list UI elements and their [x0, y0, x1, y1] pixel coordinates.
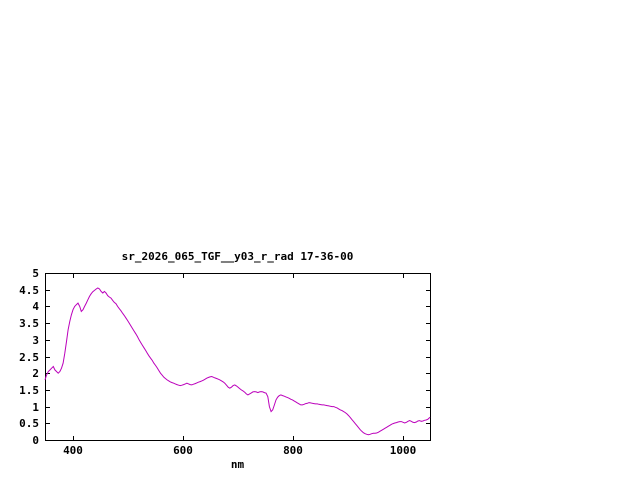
- y-tick-label: 4.5: [19, 284, 39, 297]
- x-axis-label: nm: [230, 458, 245, 471]
- y-tick-label: 3.5: [19, 317, 39, 330]
- y-tick-label: 2.5: [19, 351, 39, 364]
- x-tick-label: 800: [283, 444, 303, 457]
- y-tick-label: 3: [32, 334, 39, 347]
- chart-title: sr_2026_065_TGF__y03_r_rad 17-36-00: [121, 250, 354, 263]
- y-tick-label: 4: [32, 300, 39, 313]
- y-tick-label: 0: [32, 434, 39, 447]
- y-tick-label: 2: [32, 367, 39, 380]
- y-tick-label: 1: [32, 401, 39, 414]
- x-tick-label: 600: [173, 444, 193, 457]
- y-tick-label: 5: [32, 267, 39, 280]
- x-tick-label: 400: [63, 444, 83, 457]
- y-tick-label: 1.5: [19, 384, 39, 397]
- x-tick-label: 1000: [390, 444, 417, 457]
- y-tick-label: 0.5: [19, 417, 39, 430]
- spectrum-line-series: [44, 287, 431, 436]
